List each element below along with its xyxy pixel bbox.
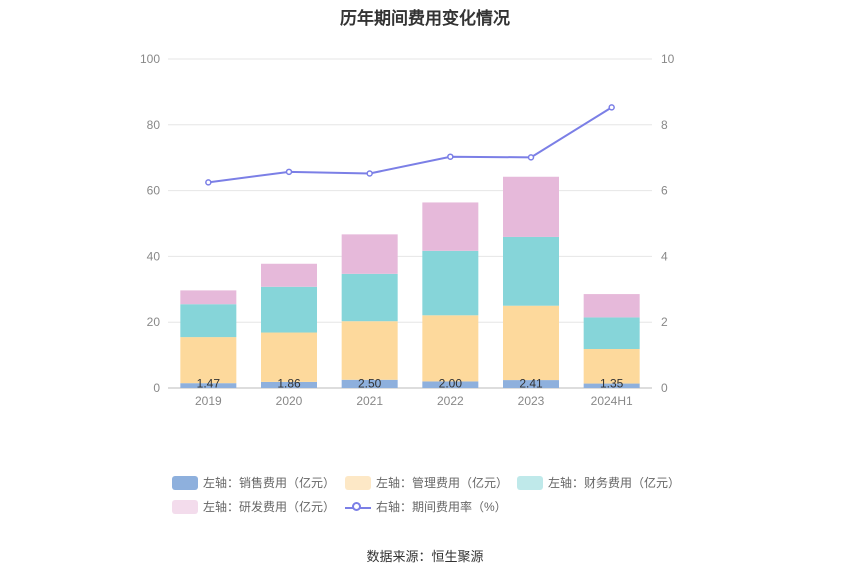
legend-swatch-sales — [172, 475, 198, 490]
right-axis-tick-label: 6 — [661, 184, 668, 198]
data-label-sales: 1.35 — [600, 377, 624, 391]
data-source: 数据来源：恒生聚源 — [366, 549, 484, 564]
bar-segment-1 — [583, 349, 640, 384]
bar-segment-2 — [503, 236, 559, 306]
bar-segment-3 — [180, 290, 237, 305]
bar-segment-0 — [583, 383, 640, 388]
legend-label-rd: 左轴：研发费用（亿元） — [203, 500, 336, 514]
expense-rate-point — [366, 170, 373, 177]
bar-segment-3 — [261, 263, 317, 287]
bar-segment-2 — [422, 250, 479, 316]
legend-swatch-rd — [172, 499, 198, 514]
left-axis-tick-label: 0 — [153, 381, 160, 395]
right-axis-tick-label: 4 — [661, 249, 668, 263]
right-axis-tick-label: 0 — [661, 381, 668, 395]
left-axis-tick-label: 40 — [147, 249, 161, 263]
legend-label-finance: 左轴：财务费用（亿元） — [548, 476, 681, 490]
x-axis-tick-label: 2023 — [518, 394, 545, 408]
chart-title: 历年期间费用变化情况 — [340, 9, 510, 28]
bar-segment-3 — [341, 234, 398, 274]
bar-segment-1 — [422, 315, 479, 382]
legend-label-sales: 左轴：销售费用（亿元） — [203, 476, 336, 490]
right-axis-tick-label: 2 — [661, 315, 668, 329]
bar-segment-0 — [422, 381, 479, 388]
bar-segment-0 — [503, 380, 559, 388]
bar-segment-1 — [180, 337, 237, 384]
legend-swatch-expense-rate — [345, 500, 371, 514]
legend-item-admin[interactable]: 左轴：管理费用（亿元） — [345, 474, 508, 491]
bar-segment-3 — [422, 202, 479, 251]
bar-segment-1 — [503, 305, 559, 381]
right-axis-tick-label: 10 — [661, 52, 675, 66]
plot-area: 0 0 20 2 40 4 60 6 80 8 100 10 2019 1.47 2020 1.86 2021 2… — [140, 52, 675, 408]
expense-rate-point — [205, 179, 212, 186]
expense-rate-line — [208, 106, 613, 184]
legend-item-rd[interactable]: 左轴：研发费用（亿元） — [172, 498, 335, 515]
bar-segment-0 — [261, 381, 317, 388]
bar-segment-0 — [341, 379, 398, 388]
data-label-sales: 2.41 — [519, 377, 543, 391]
expense-rate-point — [608, 104, 615, 111]
data-label-sales: 2.00 — [439, 377, 463, 391]
x-axis-tick-label: 2019 — [195, 394, 222, 408]
data-label-sales: 1.86 — [277, 377, 301, 391]
right-axis-tick-label: 8 — [661, 118, 668, 132]
left-axis-tick-label: 100 — [140, 52, 160, 66]
legend-item-sales[interactable]: 左轴：销售费用（亿元） — [172, 474, 335, 491]
left-axis-tick-label: 20 — [147, 315, 161, 329]
legend-item-expense-rate[interactable]: 右轴：期间费用率（%） — [345, 498, 507, 515]
left-axis-tick-label: 80 — [147, 118, 161, 132]
left-axis-tick-label: 60 — [147, 184, 161, 198]
x-axis-tick-label: 2020 — [276, 394, 303, 408]
bar-segment-2 — [341, 273, 398, 322]
legend-label-admin: 左轴：管理费用（亿元） — [376, 476, 509, 490]
x-axis-tick-label: 2022 — [437, 394, 464, 408]
x-axis-tick-label: 2024H1 — [591, 394, 633, 408]
bar-segment-1 — [261, 332, 317, 382]
bar-segment-2 — [261, 286, 317, 333]
bar-segment-2 — [180, 304, 237, 338]
bar-segment-3 — [503, 176, 559, 237]
bar-segment-0 — [180, 383, 237, 388]
bar-segment-3 — [583, 294, 640, 318]
legend-label-expense-rate: 右轴：期间费用率（%） — [376, 500, 507, 514]
bar-segment-1 — [341, 321, 398, 380]
expense-rate-point — [285, 168, 293, 176]
legend-item-finance[interactable]: 左轴：财务费用（亿元） — [517, 474, 680, 491]
x-axis-tick-label: 2021 — [356, 394, 383, 408]
legend-swatch-admin — [345, 475, 371, 490]
expense-rate-point — [527, 154, 535, 161]
expense-rate-point — [447, 153, 454, 160]
data-label-sales: 2.50 — [358, 377, 382, 391]
legend-swatch-finance — [517, 475, 543, 490]
bar-segment-2 — [583, 317, 640, 350]
data-label-sales: 1.47 — [197, 377, 221, 391]
